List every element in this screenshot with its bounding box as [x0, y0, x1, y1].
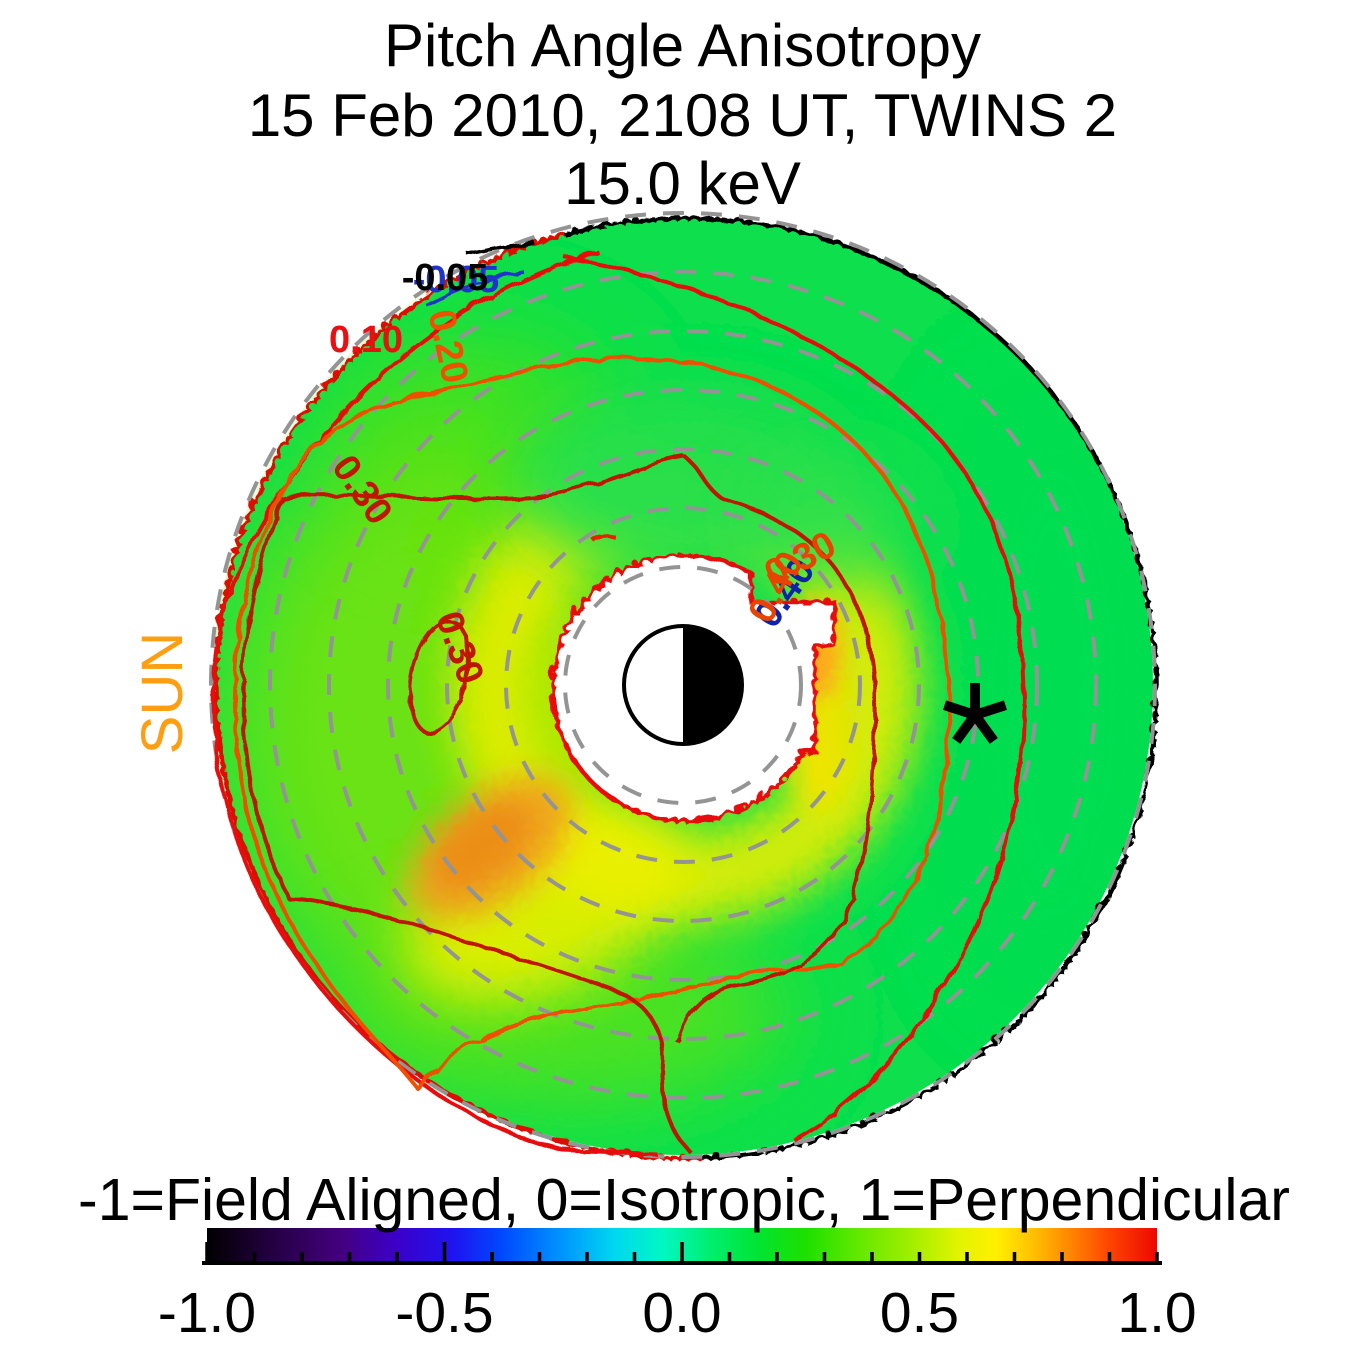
chart-subtitle-datetime: 15 Feb 2010, 2108 UT, TWINS 2 — [247, 82, 1118, 149]
colorbar-tick-label: 0.0 — [642, 1281, 721, 1345]
colorbar: -1.0 -0.5 0.0 0.5 1.0 — [158, 1228, 1197, 1345]
colorbar-tick-label: -0.5 — [395, 1281, 493, 1345]
spacecraft-asterisk-marker — [943, 683, 1007, 744]
colorbar-tick-label: -1.0 — [158, 1281, 256, 1345]
colorbar-tick-label: 0.5 — [880, 1281, 959, 1345]
colorbar-tick-label: 1.0 — [1117, 1281, 1196, 1345]
chart-subtitle-energy: 15.0 keV — [564, 150, 801, 217]
contour-label: 0.10 — [329, 319, 403, 361]
chart-title: Pitch Angle Anisotropy — [383, 12, 982, 79]
anisotropy-scale-note: -1=Field Aligned, 0=Isotropic, 1=Perpend… — [78, 1167, 1290, 1233]
earth-symbol — [622, 624, 744, 746]
contour-lines — [210, 239, 1024, 1154]
contour-label: -0.05 — [402, 257, 489, 299]
contour-label: -0.05 — [413, 259, 500, 301]
